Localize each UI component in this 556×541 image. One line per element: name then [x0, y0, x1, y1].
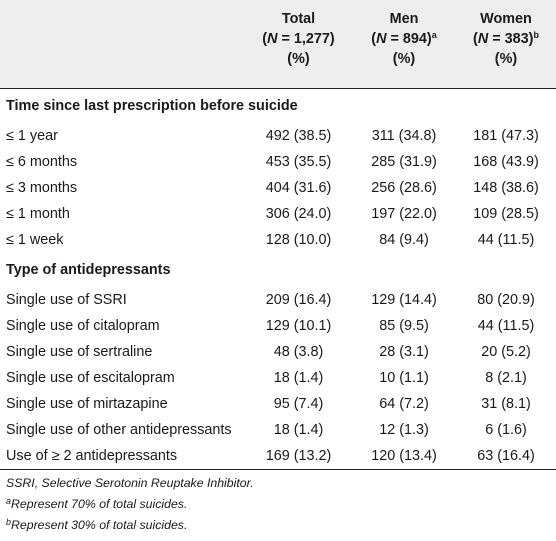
section-title: Time since last prescription before suic… — [6, 97, 298, 114]
cell-men: 64 (7.2) — [379, 395, 429, 412]
table-footnotes: SSRI, Selective Serotonin Reuptake Inhib… — [6, 473, 254, 536]
header-total-n: (N = 1,277) — [262, 31, 335, 47]
cell-total: 129 (10.1) — [265, 317, 332, 334]
header-men-pct: (%) — [392, 51, 416, 67]
header-total-title: Total — [281, 11, 316, 27]
cell-men: 12 (1.3) — [379, 421, 429, 438]
header-row: Total (N = 1,277) (%) Men (N = 894)a (%)… — [0, 0, 556, 88]
cell-total: 306 (24.0) — [265, 205, 332, 222]
cell-women: 8 (2.1) — [485, 369, 527, 386]
cell-men: 85 (9.5) — [379, 317, 429, 334]
cell-men: 256 (28.6) — [371, 179, 437, 196]
cell-total: 492 (38.5) — [265, 127, 332, 144]
cell-total: 18 (1.4) — [273, 421, 324, 438]
cell-total: 48 (3.8) — [273, 343, 324, 360]
row-label: Single use of SSRI — [6, 291, 127, 308]
cell-total: 18 (1.4) — [273, 369, 324, 386]
cell-women: 63 (16.4) — [477, 447, 535, 464]
data-table: Total (N = 1,277) (%) Men (N = 894)a (%)… — [0, 0, 556, 470]
cell-men: 285 (31.9) — [371, 153, 437, 170]
table-row: ≤ 6 months 453 (35.5) 285 (31.9) 168 (43.9) — [0, 149, 556, 175]
table-row: Single use of escitalopram 18 (1.4) 10 (1.… — [0, 365, 556, 391]
cell-men: 129 (14.4) — [371, 291, 437, 308]
cell-women: 44 (11.5) — [477, 231, 535, 248]
header-women-n: (N = 383)b — [473, 30, 539, 48]
header-women-title: Women — [480, 11, 532, 27]
cell-women: 44 (11.5) — [477, 317, 535, 334]
cell-women: 109 (28.5) — [473, 205, 539, 222]
table-row: Single use of sertraline 48 (3.8) 28 (3.1)… — [0, 339, 556, 365]
header-men-n: (N = 894)a — [371, 30, 437, 48]
table-row: ≤ 1 year 492 (38.5) 311 (34.8) 181 (47.3) — [0, 123, 556, 149]
row-label: Single use of escitalopram — [6, 369, 175, 386]
header-empty-cell — [0, 0, 245, 88]
row-label: Single use of mirtazapine — [6, 395, 168, 412]
row-label: Use of ≥ 2 antidepressants — [6, 447, 178, 464]
cell-women: 31 (8.1) — [481, 395, 531, 412]
row-label: ≤ 1 year — [6, 127, 58, 144]
section-header-row: Type of antidepressants — [0, 253, 556, 287]
table-row: Single use of citalopram 129 (10.1) 85 (9.… — [0, 313, 556, 339]
footnote-abbreviation: SSRI, Selective Serotonin Reuptake Inhib… — [6, 476, 254, 490]
cell-men: 197 (22.0) — [371, 205, 437, 222]
cell-total: 95 (7.4) — [273, 395, 324, 412]
table-row: ≤ 3 months 404 (31.6) 256 (28.6) 148 (38.6) — [0, 175, 556, 201]
cell-women: 168 (43.9) — [473, 153, 539, 170]
row-label: Single use of citalopram — [6, 317, 160, 334]
cell-men: 311 (34.8) — [371, 127, 437, 144]
table-row: Single use of mirtazapine 95 (7.4) 64 (7.2… — [0, 391, 556, 417]
cell-total: 453 (35.5) — [265, 153, 332, 170]
cell-total: 209 (16.4) — [265, 291, 332, 308]
cell-men: 28 (3.1) — [379, 343, 429, 360]
cell-total: 169 (13.2) — [265, 447, 332, 464]
section-title: Type of antidepressants — [6, 261, 171, 278]
table-row: Use of ≥ 2 antidepressants 169 (13.2) 120 … — [0, 443, 556, 470]
footnote-a: aRepresent 70% of total suicides. — [6, 496, 188, 512]
header-men-title: Men — [389, 11, 419, 27]
row-label: ≤ 1 month — [6, 205, 70, 222]
table-row: ≤ 1 week 128 (10.0) 84 (9.4) 44 (11.5) — [0, 227, 556, 253]
table-row: ≤ 1 month 306 (24.0) 197 (22.0) 109 (28.5) — [0, 201, 556, 227]
footnote-b: bRepresent 30% of total suicides. — [6, 517, 188, 533]
row-label: Single use of sertraline — [6, 343, 153, 360]
cell-men: 10 (1.1) — [379, 369, 429, 386]
row-label: ≤ 3 months — [6, 179, 78, 196]
row-label: ≤ 6 months — [6, 153, 78, 170]
cell-total: 404 (31.6) — [265, 179, 332, 196]
cell-women: 6 (1.6) — [485, 421, 527, 438]
table-row: Single use of SSRI 209 (16.4) 129 (14.4) 80… — [0, 287, 556, 313]
header-total-pct: (%) — [287, 51, 310, 67]
header-total: Total (N = 1,277) (%) — [245, 0, 352, 88]
cell-men: 84 (9.4) — [379, 231, 429, 248]
cell-total: 128 (10.0) — [265, 231, 332, 248]
section-header-row: Time since last prescription before suic… — [0, 89, 556, 123]
cell-women: 20 (5.2) — [481, 343, 531, 360]
table-row: Single use of other antidepressants 18 (1… — [0, 417, 556, 443]
cell-women: 80 (20.9) — [477, 291, 535, 308]
row-label: Single use of other antidepressants — [6, 421, 232, 438]
cell-men: 120 (13.4) — [371, 447, 437, 464]
header-women: Women (N = 383)b (%) — [456, 0, 556, 88]
header-men: Men (N = 894)a (%) — [352, 0, 456, 88]
header-women-pct: (%) — [494, 51, 518, 67]
row-label: ≤ 1 week — [6, 231, 64, 248]
cell-women: 181 (47.3) — [473, 127, 539, 144]
cell-women: 148 (38.6) — [473, 179, 539, 196]
